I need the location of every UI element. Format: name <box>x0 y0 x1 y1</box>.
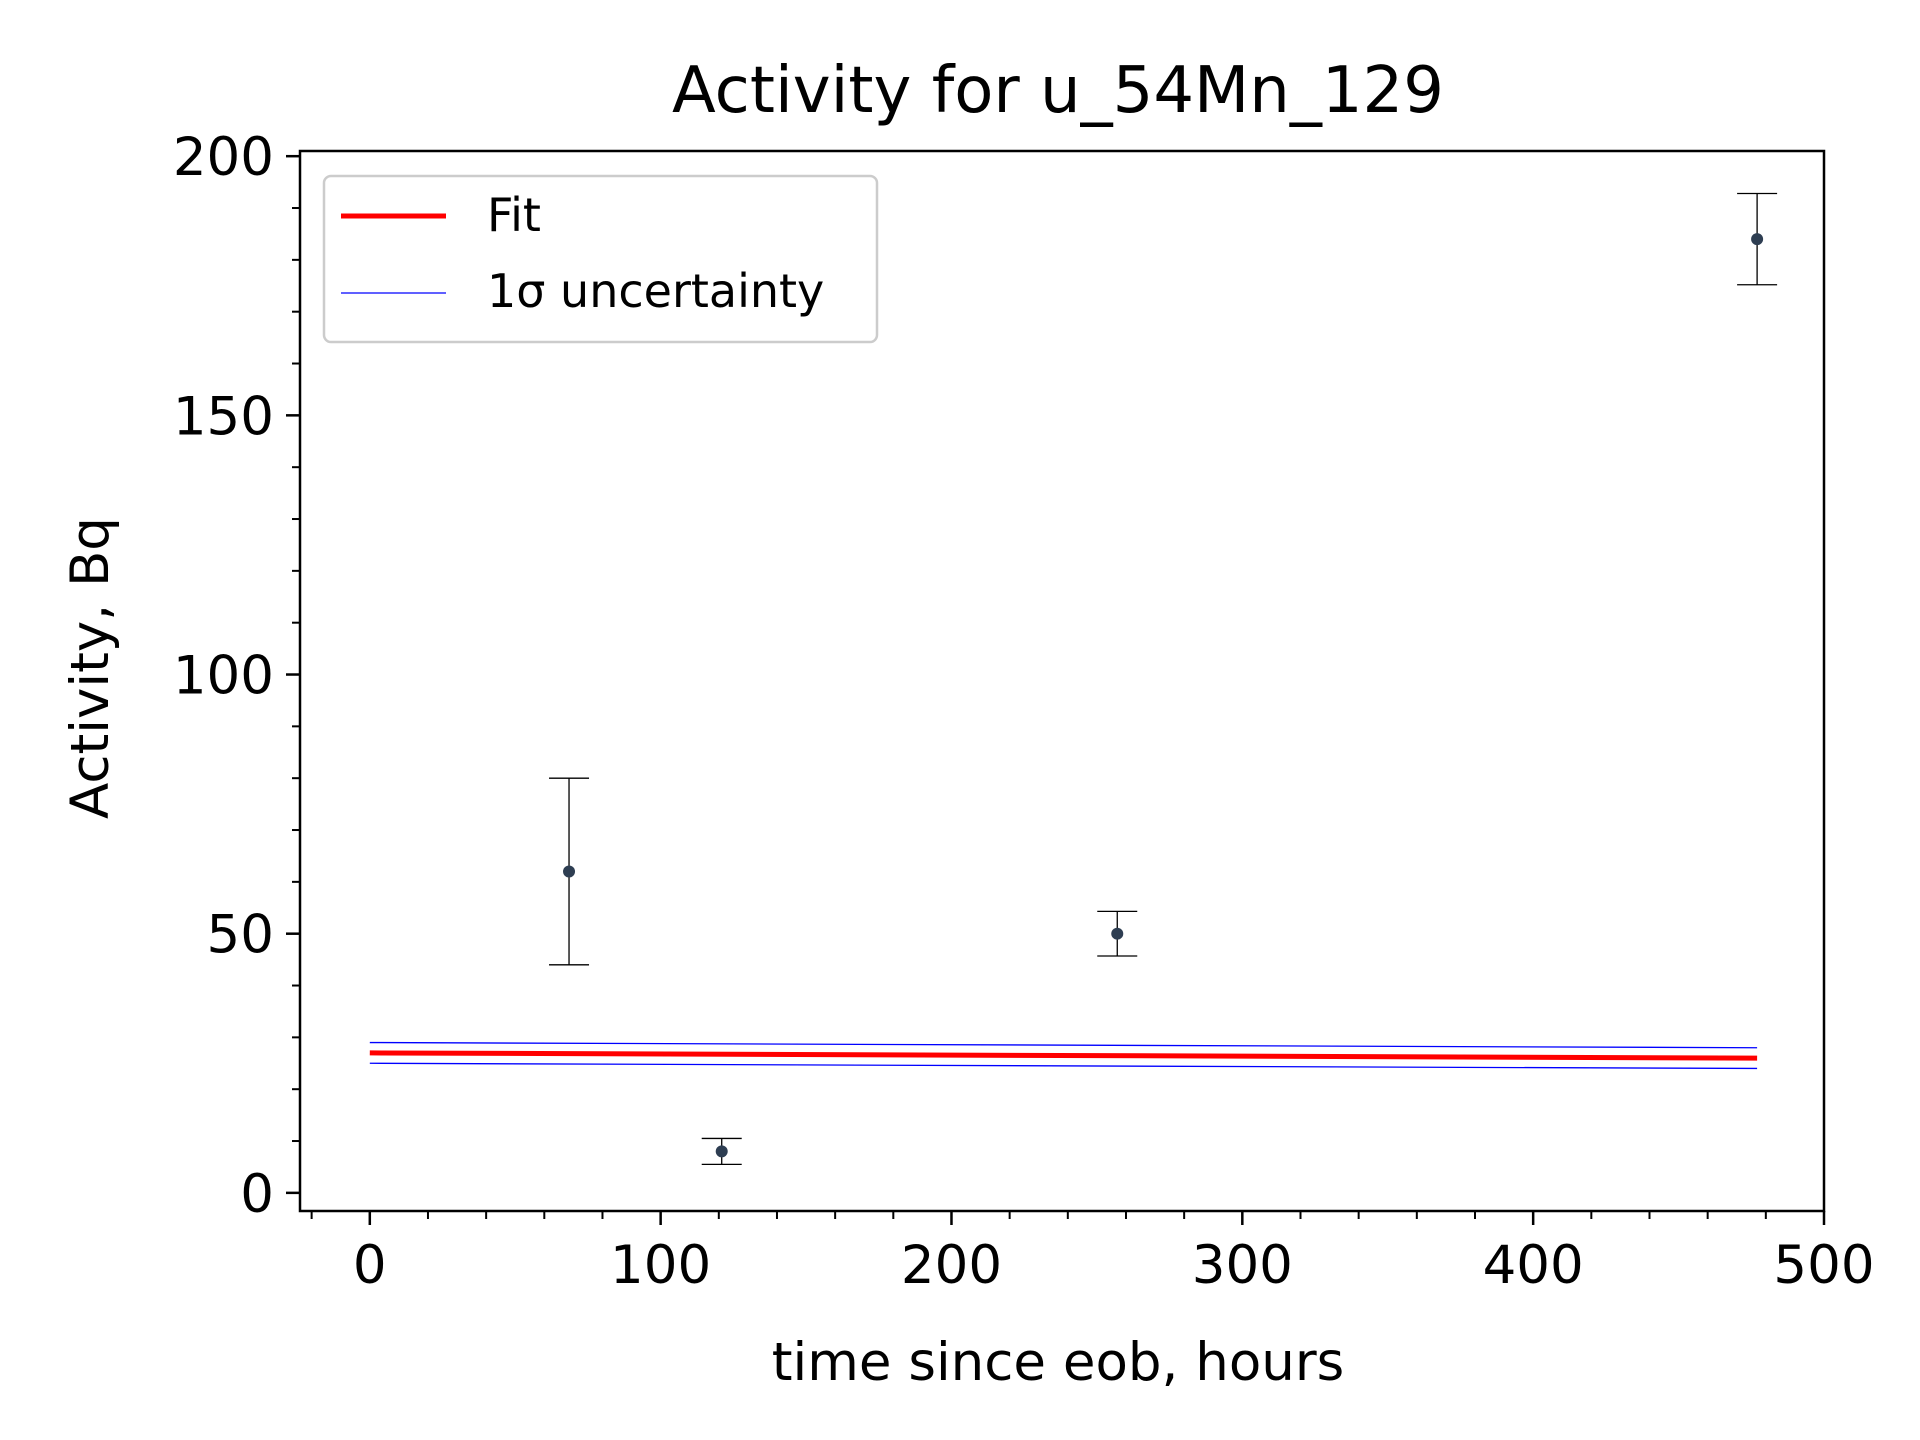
data-point <box>563 865 576 878</box>
legend-label-uncertainty: 1σ uncertainty <box>487 264 824 318</box>
x-tick-label: 200 <box>901 1235 1002 1296</box>
x-tick-label: 300 <box>1192 1235 1293 1296</box>
plot-series <box>369 192 1778 1165</box>
chart-title: Activity for u_54Mn_129 <box>672 54 1444 128</box>
y-tick-label: 100 <box>173 646 274 707</box>
uncertainty-line <box>369 1062 1758 1070</box>
data-point <box>1751 233 1764 246</box>
y-tick-label: 150 <box>173 386 274 447</box>
fit-line <box>369 1050 1758 1061</box>
uncertainty-line <box>369 1041 1758 1049</box>
x-tick-label: 500 <box>1773 1235 1874 1296</box>
x-tick-label: 0 <box>353 1235 387 1296</box>
data-point <box>715 1145 728 1158</box>
data-point <box>1111 927 1124 940</box>
x-tick-label: 100 <box>610 1235 711 1296</box>
x-axis-label: time since eob, hours <box>772 1332 1345 1393</box>
plot-area-frame <box>298 149 1826 1213</box>
x-tick-label: 400 <box>1483 1235 1584 1296</box>
y-axis-label: Activity, Bq <box>60 517 121 819</box>
y-axis: 0 50 100 150 200 <box>173 127 300 1225</box>
y-tick-label: 0 <box>240 1164 274 1225</box>
y-tick-label: 50 <box>207 905 274 966</box>
legend-label-fit: Fit <box>487 188 541 242</box>
x-axis: 0 100 200 300 400 500 <box>310 1211 1875 1296</box>
legend-box <box>322 174 879 344</box>
y-tick-label: 200 <box>173 127 274 188</box>
legend: Fit 1σ uncertainty <box>322 174 879 344</box>
